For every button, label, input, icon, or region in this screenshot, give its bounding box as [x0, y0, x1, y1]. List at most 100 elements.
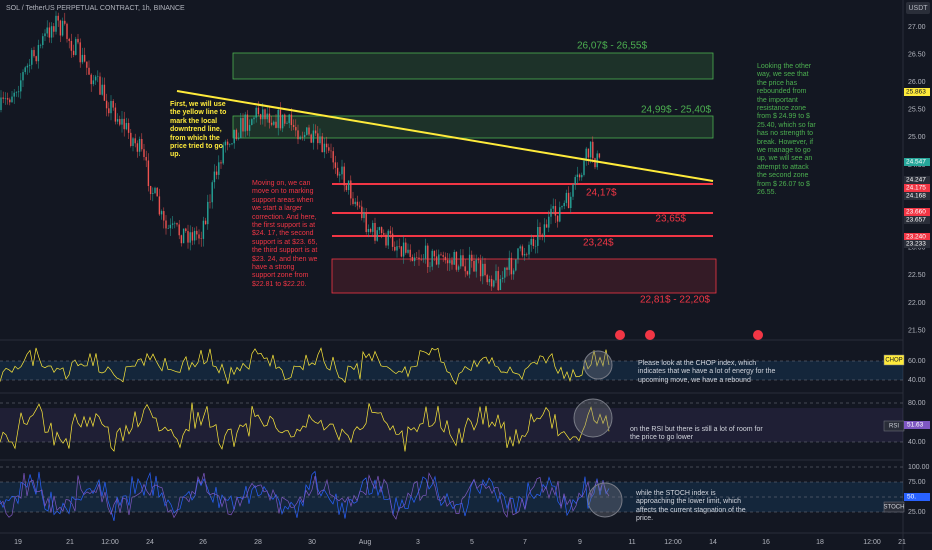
- candle-body: [572, 184, 574, 197]
- price-tag: [904, 208, 930, 216]
- indicator-axis-label: 100.00: [908, 464, 930, 471]
- candle-body: [13, 92, 15, 97]
- zone-label: 24,17$: [586, 188, 617, 199]
- price-tag: [904, 184, 930, 192]
- currency[interactable]: USDT: [908, 5, 928, 12]
- candle-body: [499, 279, 502, 291]
- candle-body: [578, 174, 581, 178]
- candle-body: [42, 36, 44, 46]
- candle-body: [420, 259, 422, 260]
- candle-body: [26, 65, 29, 68]
- candle-body: [75, 38, 77, 55]
- candle-body: [550, 208, 552, 217]
- candle-body: [158, 196, 161, 215]
- candle-body: [409, 249, 411, 257]
- time-label: 3: [416, 539, 420, 546]
- indicator-value-box: [904, 421, 930, 429]
- candle-body: [149, 186, 152, 195]
- candle-body: [328, 147, 330, 151]
- candle-body: [350, 180, 352, 199]
- candle-body: [561, 206, 563, 208]
- price-tag-text: 24.175: [906, 185, 926, 192]
- candle-body: [413, 257, 416, 262]
- price-label: 21.50: [908, 327, 926, 334]
- candle-body: [262, 109, 264, 120]
- price-tag: [904, 88, 930, 96]
- candle-body: [376, 230, 378, 241]
- candle-body: [363, 212, 365, 219]
- candle-body: [479, 260, 482, 277]
- candle-body: [59, 20, 62, 36]
- candle-body: [251, 119, 253, 126]
- candle-body: [334, 162, 337, 168]
- candle-body: [33, 50, 35, 57]
- candle-body: [330, 150, 332, 152]
- candle-body: [587, 148, 590, 158]
- time-label: 26: [199, 539, 207, 546]
- price-label: 26.50: [908, 51, 926, 58]
- candle-body: [519, 246, 521, 249]
- indicator-tag: [883, 501, 905, 513]
- candle-body: [317, 133, 319, 144]
- candle-body: [39, 45, 42, 46]
- candle-body: [405, 242, 407, 253]
- indicator-axis-label: 60.00: [908, 358, 926, 365]
- price-label: 23.00: [908, 245, 926, 252]
- candle-body: [352, 198, 354, 205]
- candle-body: [512, 270, 515, 275]
- candle-body: [295, 127, 297, 131]
- candle-body: [90, 74, 92, 85]
- zone-label: 24,99$ - 25,40$: [641, 105, 711, 116]
- time-label: 14: [709, 539, 717, 546]
- candle-body: [103, 84, 106, 101]
- candle-body: [233, 129, 235, 144]
- candle-body: [127, 122, 130, 133]
- candle-body: [539, 227, 541, 235]
- candle-body: [17, 91, 20, 93]
- candle-body: [429, 266, 431, 268]
- candle-body: [266, 113, 268, 120]
- candle-body: [83, 54, 86, 62]
- candle-body: [244, 114, 246, 132]
- candle-body: [22, 72, 24, 81]
- candle-body: [88, 67, 90, 75]
- price-label: 22.00: [908, 300, 926, 307]
- candle-body: [424, 245, 427, 259]
- candle-body: [174, 223, 176, 224]
- candle-body: [453, 251, 455, 265]
- candle-body: [462, 255, 464, 267]
- time-label: 5: [470, 539, 474, 546]
- time-label: 18: [816, 539, 824, 546]
- currency-box[interactable]: [906, 2, 930, 14]
- candle-body: [306, 127, 308, 135]
- candle-body: [526, 254, 528, 255]
- candle-body: [292, 124, 295, 128]
- candle-body: [130, 132, 132, 147]
- time-label: 30: [308, 539, 316, 546]
- zone-label: 26,07$ - 26,55$: [577, 41, 647, 52]
- price-tag-text: 23.660: [906, 209, 926, 216]
- candle-body: [449, 260, 451, 264]
- candle-body: [37, 45, 40, 62]
- candle-body: [53, 26, 55, 32]
- highlight: [573, 398, 613, 438]
- zone-label: 23,24$: [583, 238, 614, 249]
- candle-body: [323, 143, 326, 153]
- price-tag: [904, 240, 930, 248]
- candle-body: [534, 245, 537, 247]
- candle-body: [367, 229, 370, 233]
- candle-body: [222, 145, 224, 164]
- candle-body: [72, 50, 75, 55]
- candle-body: [297, 130, 299, 140]
- candle-body: [171, 223, 174, 225]
- candle-body: [565, 192, 568, 203]
- oscillator-line: [0, 402, 610, 452]
- candle-body: [160, 211, 163, 215]
- rsi-band: [0, 408, 903, 442]
- time-label: 12:00: [664, 539, 682, 546]
- candle-body: [422, 258, 425, 260]
- candle-body: [248, 125, 251, 131]
- candle-body: [314, 130, 317, 134]
